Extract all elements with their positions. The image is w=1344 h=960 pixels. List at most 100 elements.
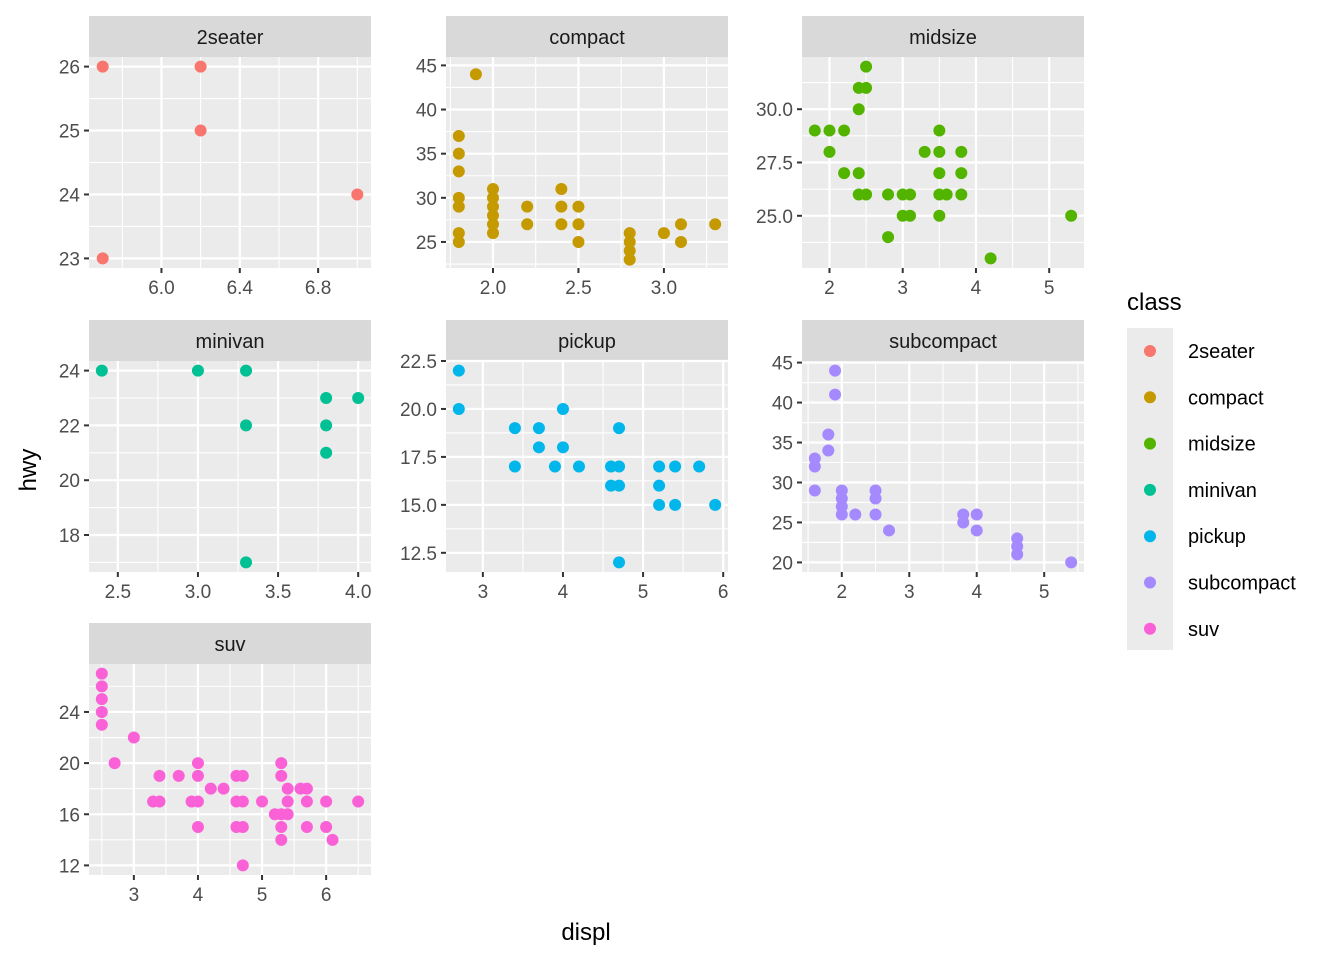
data-point xyxy=(96,252,109,265)
data-point xyxy=(487,209,499,222)
data-point xyxy=(326,833,339,846)
data-point xyxy=(860,60,873,73)
data-point xyxy=(351,188,364,201)
panel-minivan: minivan 2.5 3.0 3.5 4.0 18 20 22 24 xyxy=(59,320,371,603)
data-point xyxy=(240,556,253,569)
y-tick-label: 16 xyxy=(59,805,80,826)
legend-label: compact xyxy=(1188,387,1264,409)
strip-label: compact xyxy=(549,27,625,49)
data-point xyxy=(452,402,465,415)
data-point xyxy=(933,167,946,180)
data-point xyxy=(275,821,288,834)
data-point xyxy=(869,492,882,505)
data-point xyxy=(623,253,636,266)
data-point xyxy=(236,769,249,782)
data-point xyxy=(320,446,333,459)
data-point xyxy=(653,479,666,492)
y-tick-label: 27.5 xyxy=(756,154,793,175)
data-point xyxy=(281,782,294,795)
data-point xyxy=(352,795,365,808)
x-tick-label: 5 xyxy=(1039,582,1050,603)
data-point xyxy=(669,498,682,511)
data-point xyxy=(940,188,953,201)
y-tick-label: 24 xyxy=(59,362,81,383)
data-point xyxy=(548,460,561,473)
y-axis-title: hwy xyxy=(15,449,42,492)
data-point xyxy=(95,718,108,731)
y-tick-label: 25.0 xyxy=(756,207,793,228)
data-point xyxy=(675,218,687,231)
data-point xyxy=(882,231,895,244)
y-tick-label: 23 xyxy=(59,249,80,270)
legend-key xyxy=(1144,622,1156,635)
x-tick-label: 6.8 xyxy=(305,278,331,299)
data-point xyxy=(904,188,917,201)
x-tick-label: 5 xyxy=(1044,278,1055,299)
legend-label: suv xyxy=(1188,619,1219,641)
panel-2seater: 2seater 6.0 6.4 6.8 23 24 25 26 xyxy=(59,16,371,299)
data-point xyxy=(352,391,365,404)
data-point xyxy=(191,364,204,377)
y-tick-label: 20 xyxy=(59,471,80,492)
strip-background xyxy=(89,623,371,664)
data-point xyxy=(933,145,946,158)
data-point xyxy=(675,235,687,248)
data-point xyxy=(320,419,333,432)
data-point xyxy=(300,795,313,808)
data-point xyxy=(838,124,851,137)
y-tick-label: 18 xyxy=(59,526,80,547)
data-point xyxy=(984,252,997,265)
y-tick-label: 22 xyxy=(59,416,80,437)
data-point xyxy=(153,795,166,808)
y-tick-label: 20 xyxy=(772,553,793,574)
data-point xyxy=(822,444,835,457)
y-tick-label: 17.5 xyxy=(400,448,437,469)
data-point xyxy=(191,821,204,834)
data-point xyxy=(572,460,585,473)
data-point xyxy=(933,124,946,137)
data-point xyxy=(829,388,842,401)
data-point xyxy=(320,821,333,834)
data-point xyxy=(623,244,636,257)
x-tick-label: 6.0 xyxy=(148,278,174,299)
x-tick-label: 6.4 xyxy=(227,278,254,299)
legend-key xyxy=(1144,530,1156,543)
x-tick-label: 5 xyxy=(638,582,649,603)
data-point xyxy=(320,795,333,808)
legend-label: midsize xyxy=(1188,434,1256,456)
data-point xyxy=(1011,548,1024,561)
data-point xyxy=(970,524,983,537)
y-tick-label: 26 xyxy=(59,58,80,79)
data-point xyxy=(808,484,821,497)
legend-key xyxy=(1144,576,1156,589)
data-point xyxy=(452,130,465,143)
data-point xyxy=(882,188,895,201)
y-tick-label: 24 xyxy=(59,185,81,206)
y-tick-label: 25 xyxy=(416,233,437,254)
data-point xyxy=(275,833,288,846)
data-point xyxy=(194,124,207,137)
data-point xyxy=(452,227,465,240)
x-tick-label: 4 xyxy=(558,582,569,603)
data-point xyxy=(613,479,626,492)
data-point xyxy=(300,821,313,834)
strip-background xyxy=(802,320,1084,361)
data-point xyxy=(693,460,706,473)
data-point xyxy=(808,460,821,473)
legend-item-subcompact: subcompact xyxy=(1144,573,1296,595)
data-point xyxy=(852,167,865,180)
legend: class 2seater compact midsize minivan pickup… xyxy=(1127,289,1296,650)
data-point xyxy=(955,167,968,180)
data-point xyxy=(955,145,968,158)
panel-midsize: midsize 2 3 4 5 25.0 27.5 30.0 xyxy=(756,16,1084,299)
data-point xyxy=(194,60,207,73)
data-point xyxy=(883,524,896,537)
data-point xyxy=(852,103,865,116)
y-tick-label: 30 xyxy=(772,473,793,494)
legend-title: class xyxy=(1127,289,1182,316)
x-tick-label: 5 xyxy=(257,885,268,906)
strip-label: minivan xyxy=(196,331,265,353)
data-point xyxy=(653,498,666,511)
data-point xyxy=(860,188,873,201)
